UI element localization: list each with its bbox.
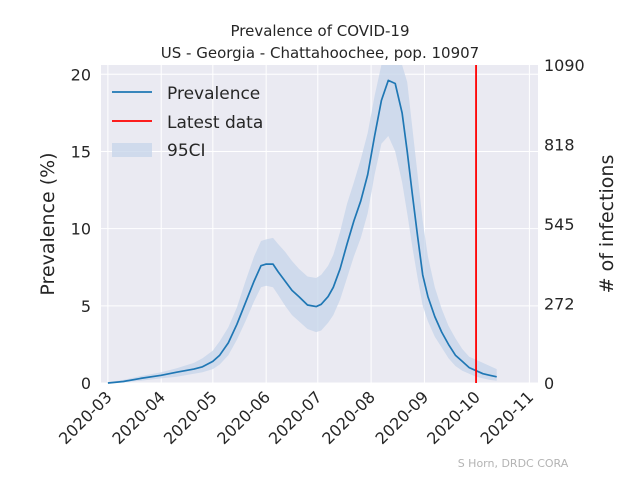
- x-tick-label: 2020-09: [372, 387, 433, 448]
- y2-axis-label: # of infections: [596, 155, 618, 294]
- x-tick-label: 2020-05: [160, 387, 221, 448]
- chart-subtitle: US - Georgia - Chattahoochee, pop. 10907: [161, 44, 479, 62]
- legend: Prevalence Latest data 95CI: [112, 84, 263, 161]
- credit-text: S Horn, DRDC CORA: [458, 457, 569, 470]
- y-tick-label: 5: [81, 297, 91, 316]
- prevalence-line-group: [107, 79, 497, 384]
- y2-tick-label: 818: [544, 135, 575, 154]
- x-tick-label: 2020-07: [265, 387, 326, 448]
- x-tick-label: 2020-11: [477, 387, 538, 448]
- y2-tick-label: 1090: [544, 56, 585, 75]
- x-tick-label: 2020-04: [108, 387, 169, 448]
- right-y-ticks: 0 272 545 818 1090: [544, 56, 585, 393]
- x-tick-label: 2020-08: [318, 387, 379, 448]
- ci-band-group: [107, 65, 497, 383]
- y-axis-label: Prevalence (%): [37, 152, 59, 295]
- y-tick-label: 20: [71, 65, 91, 84]
- legend-ci-label: 95CI: [167, 141, 206, 161]
- ci-band: [107, 65, 497, 383]
- legend-prevalence-label: Prevalence: [167, 84, 260, 104]
- x-tick-label: 2020-03: [55, 387, 116, 448]
- y-tick-label: 10: [71, 220, 91, 239]
- y2-tick-label: 545: [544, 215, 575, 234]
- x-ticks: 2020-032020-042020-052020-062020-072020-…: [55, 387, 537, 448]
- y-tick-label: 15: [71, 142, 91, 161]
- legend-ci-swatch: [112, 143, 152, 157]
- y2-tick-label: 0: [544, 374, 554, 393]
- x-tick-label: 2020-10: [423, 387, 484, 448]
- x-tick-label: 2020-06: [213, 387, 274, 448]
- legend-latest-label: Latest data: [167, 113, 263, 133]
- chart-title: Prevalence of COVID-19: [230, 22, 409, 40]
- left-y-ticks: 0 5 10 15 20: [71, 65, 91, 393]
- y2-tick-label: 272: [544, 295, 575, 314]
- prevalence-line: [107, 79, 497, 384]
- y-tick-label: 0: [81, 374, 91, 393]
